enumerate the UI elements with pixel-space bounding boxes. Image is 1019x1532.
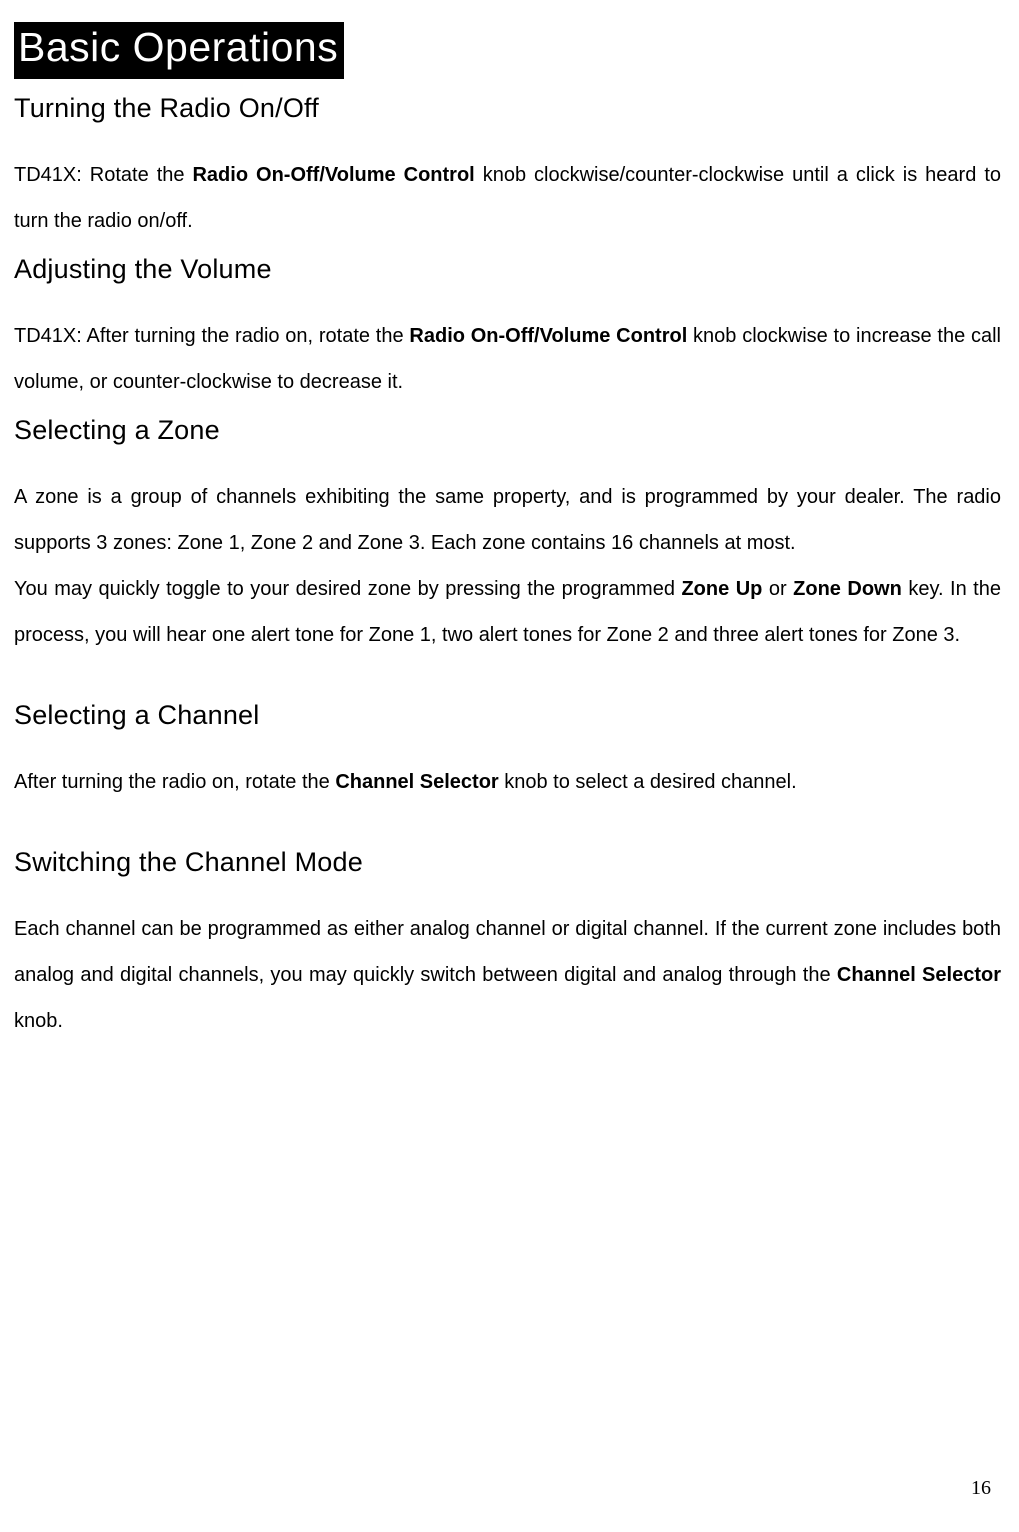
section-heading-selecting-channel: Selecting a Channel	[14, 700, 1001, 731]
bold-term: Zone Down	[793, 578, 902, 600]
body-paragraph: A zone is a group of channels exhibiting…	[14, 474, 1001, 566]
body-paragraph: Each channel can be programmed as either…	[14, 906, 1001, 1044]
text-fragment: knob to select a desired channel.	[499, 771, 797, 793]
bold-term: Radio On-Off/Volume Control	[409, 325, 687, 347]
body-paragraph: You may quickly toggle to your desired z…	[14, 566, 1001, 658]
bold-term: Channel Selector	[335, 771, 498, 793]
text-fragment: TD41X: Rotate the	[14, 164, 192, 186]
text-fragment: TD41X: After turning the radio on, rotat…	[14, 325, 409, 347]
text-fragment: knob.	[14, 1010, 63, 1032]
body-paragraph: TD41X: Rotate the Radio On-Off/Volume Co…	[14, 152, 1001, 244]
section-heading-adjusting-volume: Adjusting the Volume	[14, 254, 1001, 285]
section-heading-selecting-zone: Selecting a Zone	[14, 415, 1001, 446]
text-fragment: or	[762, 578, 793, 600]
chapter-title: Basic Operations	[14, 22, 344, 79]
section-heading-switching-channel-mode: Switching the Channel Mode	[14, 847, 1001, 878]
bold-term: Radio On-Off/Volume Control	[192, 164, 474, 186]
page-number: 16	[971, 1477, 991, 1500]
text-fragment: You may quickly toggle to your desired z…	[14, 578, 681, 600]
text-fragment: After turning the radio on, rotate the	[14, 771, 335, 793]
section-heading-turning-on-off: Turning the Radio On/Off	[14, 93, 1001, 124]
bold-term: Zone Up	[681, 578, 762, 600]
body-paragraph: TD41X: After turning the radio on, rotat…	[14, 313, 1001, 405]
bold-term: Channel Selector	[837, 964, 1001, 986]
body-paragraph: After turning the radio on, rotate the C…	[14, 759, 1001, 805]
